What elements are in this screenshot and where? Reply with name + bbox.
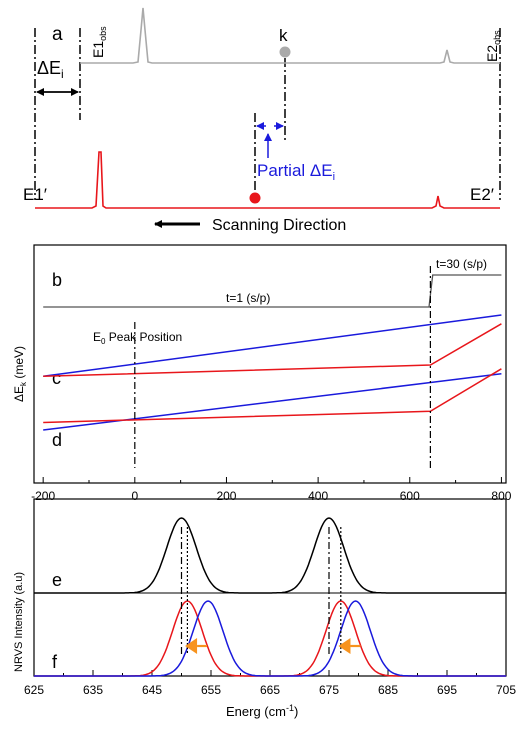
panel-bcd-frame	[33, 244, 507, 484]
bcd-plot-area	[43, 266, 502, 468]
e2-prime-label: E2′	[470, 185, 494, 204]
e-spectrum-black	[34, 517, 506, 594]
partial-delta-ei-label: Partial ΔEi	[257, 161, 335, 183]
panel-d-label: d	[52, 430, 62, 450]
bcd-x-tick-label: 600	[400, 489, 420, 503]
bcd-y-axis-label: ΔEk (meV)	[12, 346, 28, 402]
shift-arrow-head	[338, 638, 351, 654]
panel-bcd-x-ticks: -200 0 200 400 600 800	[31, 477, 512, 503]
b-time-per-point-line	[43, 274, 502, 308]
bcd-x-tick-label: 400	[308, 489, 328, 503]
panel-a-label: a	[52, 24, 63, 45]
c-blue-line	[43, 314, 502, 378]
panel-c-label: c	[52, 368, 61, 388]
e0-peak-label: E0 Peak Position	[93, 330, 182, 346]
panel-b-label: b	[52, 270, 62, 290]
t30-label: t=30 (s/p)	[436, 257, 487, 271]
k-label: k	[279, 26, 288, 45]
scan-position-marker	[249, 192, 261, 204]
scanning-direction-label: Scanning Direction	[212, 217, 346, 234]
e2-obs-label: E2obs	[484, 30, 502, 62]
ef-x-tick-label: 635	[83, 683, 103, 697]
k-marker	[279, 46, 291, 58]
ef-x-tick-label: 645	[142, 683, 162, 697]
observed-spectrum-line	[80, 7, 500, 64]
f-spectrum-blue	[34, 600, 506, 677]
panel-ef-x-ticks: 625 635 645 655 665 675 685 695 705	[24, 670, 516, 697]
bcd-x-tick-label: 800	[491, 489, 511, 503]
c-red-line	[43, 323, 502, 378]
ef-plot-area	[34, 517, 506, 677]
ef-x-tick-label: 685	[378, 683, 398, 697]
ef-x-tick-label: 695	[437, 683, 457, 697]
shift-arrow-head	[185, 638, 198, 654]
ef-x-tick-label: 625	[24, 683, 44, 697]
e1-prime-label: E1′	[23, 185, 47, 204]
d-red-line	[43, 368, 502, 424]
panel-f-label: f	[52, 652, 58, 672]
e1-obs-label: E1obs	[90, 26, 108, 58]
delta-ei-label: ΔEi	[37, 58, 64, 81]
ef-x-tick-label: 655	[201, 683, 221, 697]
panel-ef: 625 635 645 655 665 675 685 695 705 e f NRVS Int…	[13, 498, 516, 719]
t1-label: t=1 (s/p)	[226, 291, 270, 305]
panel-e-label: e	[52, 570, 62, 590]
ef-y-axis-label: NRVS Intensity (a.u)	[13, 572, 25, 672]
bcd-x-tick-label: 200	[216, 489, 236, 503]
ef-x-tick-label: 705	[496, 683, 516, 697]
panel-a: a E1obs E2obs k ΔEi Partial ΔEi E1′ E2′	[23, 7, 502, 234]
d-blue-line	[43, 373, 502, 431]
scan-spectrum-line	[35, 151, 500, 209]
panel-bcd: -200 0 200 400 600 800 b c d t=1 (s/p) t=30 (…	[12, 244, 512, 503]
ef-x-tick-label: 665	[260, 683, 280, 697]
f-spectrum-red	[34, 600, 506, 677]
ef-x-axis-label: Energ (cm-1)	[226, 703, 298, 719]
bcd-x-tick-label: 0	[131, 489, 138, 503]
ef-x-tick-label: 675	[319, 683, 339, 697]
bcd-x-tick-label: -200	[31, 489, 55, 503]
panel-ef-frame	[33, 498, 507, 677]
